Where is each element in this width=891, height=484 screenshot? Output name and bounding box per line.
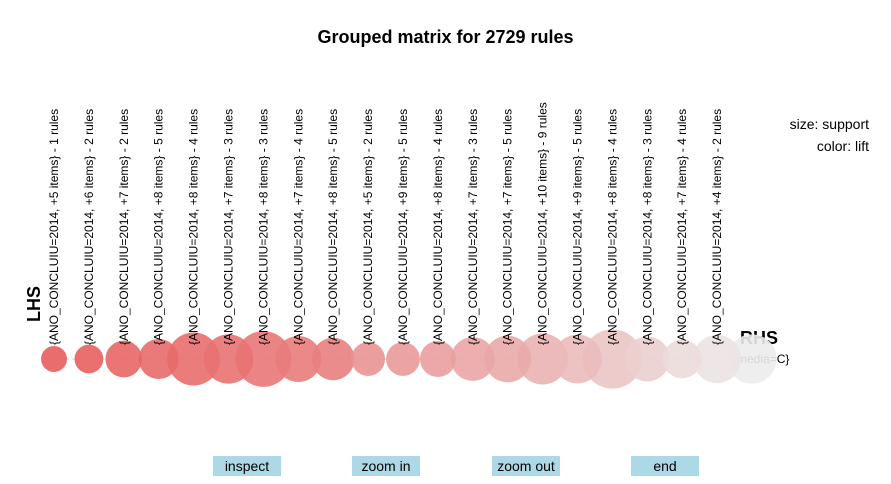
lhs-group-label-17: {ANO_CONCLUIU=2014, +8 items} - 4 rules (605, 109, 619, 345)
bubble-13 (450, 337, 495, 381)
bubble-6 (203, 334, 254, 384)
bubble-16 (553, 334, 602, 384)
legend-color: color: lift (816, 138, 869, 154)
lhs-group-label-9: {ANO_CONCLUIU=2014, +8 items} - 5 rules (326, 109, 340, 345)
bubble-10 (351, 342, 385, 376)
bubble-21 (727, 334, 777, 384)
bubble-layer (41, 329, 777, 389)
lhs-group-label-4: {ANO_CONCLUIU=2014, +8 items} - 5 rules (152, 109, 166, 345)
lhs-group-label-1: {ANO_CONCLUIU=2014, +5 items} - 1 rules (47, 109, 61, 345)
bubble-3 (105, 340, 143, 378)
bubble-8 (275, 335, 322, 383)
bubble-17 (582, 329, 643, 389)
bubble-9 (311, 337, 355, 381)
bubble-19 (662, 339, 702, 379)
lhs-group-label-16: {ANO_CONCLUIU=2014, +9 items} - 5 rules (571, 109, 585, 345)
bubble-14 (484, 335, 532, 383)
lhs-group-label-19: {ANO_CONCLUIU=2014, +7 items} - 4 rules (675, 109, 689, 345)
zoom-in-button[interactable]: zoom in (352, 456, 420, 476)
zoom-out-button[interactable]: zoom out (492, 456, 560, 476)
lhs-group-label-11: {ANO_CONCLUIU=2014, +9 items} - 5 rules (396, 109, 410, 345)
lhs-group-label-10: {ANO_CONCLUIU=2014, +5 items} - 2 rules (361, 109, 375, 345)
lhs-group-label-8: {ANO_CONCLUIU=2014, +7 items} - 4 rules (291, 109, 305, 345)
chart-title: Grouped matrix for 2729 rules (317, 27, 574, 47)
bubble-1 (41, 346, 67, 372)
column-label-layer: {ANO_CONCLUIU=2014, +5 items} - 1 rules {… (47, 102, 724, 345)
lhs-group-label-13: {ANO_CONCLUIU=2014, +7 items} - 3 rules (466, 109, 480, 345)
bubble-15 (517, 333, 569, 385)
bubble-18 (624, 336, 670, 382)
bubble-7 (235, 331, 292, 387)
lhs-group-label-2: {ANO_CONCLUIU=2014, +6 items} - 2 rules (82, 109, 96, 345)
lhs-group-label-7: {ANO_CONCLUIU=2014, +8 items} - 3 rules (256, 109, 270, 345)
bubble-2 (74, 344, 104, 374)
lhs-group-label-18: {ANO_CONCLUIU=2014, +8 items} - 3 rules (640, 109, 654, 345)
bubble-20 (692, 334, 742, 384)
bubble-12 (419, 341, 456, 377)
bubble-5 (167, 332, 221, 386)
inspect-button[interactable]: inspect (213, 456, 281, 476)
lhs-group-label-12: {ANO_CONCLUIU=2014, +8 items} - 4 rules (431, 109, 445, 345)
legend-size: size: support (789, 116, 869, 132)
lhs-group-label-20: {ANO_CONCLUIU=2014, +4 items} - 2 rules (710, 109, 724, 345)
lhs-group-label-5: {ANO_CONCLUIU=2014, +8 items} - 4 rules (187, 109, 201, 345)
lhs-group-label-3: {ANO_CONCLUIU=2014, +7 items} - 2 rules (117, 109, 131, 345)
lhs-group-label-6: {ANO_CONCLUIU=2014, +7 items} - 3 rules (222, 109, 236, 345)
end-button[interactable]: end (631, 456, 699, 476)
bubble-11 (386, 342, 420, 376)
lhs-group-label-15: {ANO_CONCLUIU=2014, +10 items} - 9 rules (536, 102, 550, 345)
lhs-group-label-14: {ANO_CONCLUIU=2014, +7 items} - 5 rules (501, 109, 515, 345)
bubble-4 (138, 338, 179, 380)
